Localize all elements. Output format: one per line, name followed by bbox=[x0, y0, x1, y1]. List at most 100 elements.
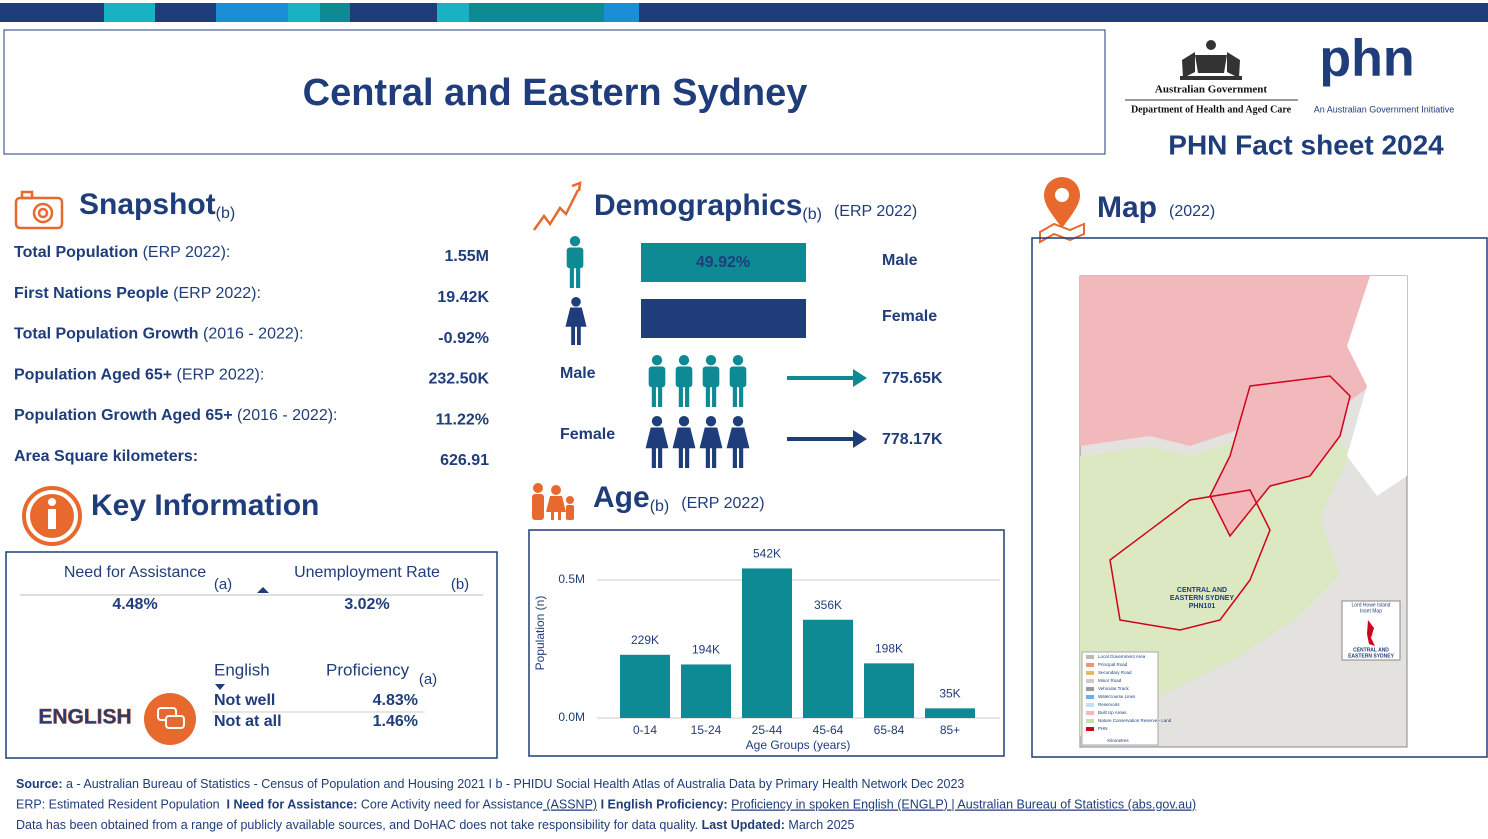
english-badge: ENGLISH bbox=[38, 706, 131, 729]
person-head bbox=[705, 416, 717, 427]
person-body bbox=[648, 366, 666, 388]
proficiency-level: Not at all bbox=[214, 713, 282, 730]
proficiency-value: 1.46% bbox=[373, 713, 418, 730]
snapshot-label: Total Population Growth (2016 - 2022): bbox=[14, 326, 304, 343]
age-chart-frame bbox=[528, 529, 1005, 757]
heading-text: Snapshot bbox=[79, 188, 216, 221]
map-heading: Map (2022) bbox=[1097, 191, 1215, 224]
snapshot-label: Population Growth Aged 65+ (2016 - 2022)… bbox=[14, 407, 337, 424]
phn-logo: phn bbox=[1319, 30, 1414, 88]
sex-label: Female bbox=[882, 308, 937, 325]
share-value: 49.92% bbox=[696, 254, 750, 271]
person-leg bbox=[678, 386, 683, 407]
inset-label: CENTRAL AND bbox=[1353, 647, 1389, 653]
value-label: 229K bbox=[631, 633, 659, 647]
map-region-label: PHN101 bbox=[1189, 603, 1216, 610]
snapshot-value: 11.22% bbox=[436, 411, 489, 428]
inset-label: EASTERN SYDNEY bbox=[1348, 653, 1395, 659]
person-head bbox=[571, 297, 581, 307]
person-icon bbox=[726, 416, 750, 468]
bar bbox=[681, 664, 731, 718]
person-body bbox=[726, 427, 750, 449]
chat-icon bbox=[144, 693, 196, 745]
snapshot-qualifier: (ERP 2022): bbox=[172, 367, 264, 384]
info-icon bbox=[22, 486, 82, 546]
snapshot-qualifier: (ERP 2022): bbox=[138, 244, 230, 261]
key-info-heading: Key Information bbox=[91, 489, 319, 522]
person-icon bbox=[672, 416, 696, 468]
snapshot-value: 1.55M bbox=[445, 248, 489, 265]
x-tick-label: 25-44 bbox=[752, 723, 783, 737]
snapshot-label-main: Population Aged 65+ bbox=[14, 367, 172, 384]
age-heading: Age(b) (ERP 2022) bbox=[593, 481, 765, 515]
snapshot-qualifier: (2016 - 2022): bbox=[199, 326, 304, 343]
value-label: 356K bbox=[814, 598, 842, 612]
unemployment-value: 3.02% bbox=[344, 596, 389, 613]
key-info-box bbox=[5, 551, 498, 759]
map-image bbox=[1079, 275, 1408, 748]
gov-department: Department of Health and Aged Care bbox=[1131, 104, 1292, 115]
sex-label: Female bbox=[560, 426, 615, 443]
snapshot-label: Total Population (ERP 2022): bbox=[14, 244, 230, 261]
map-legend-item: PHN bbox=[1098, 726, 1108, 731]
footer-segment: I English Proficiency: bbox=[597, 798, 728, 812]
footer-segment: Estimated Resident Population bbox=[45, 798, 226, 812]
person-leg bbox=[705, 447, 710, 468]
x-tick-label: 0-14 bbox=[633, 723, 657, 737]
footer-segment: ERP: bbox=[16, 798, 45, 812]
legend-swatch bbox=[1086, 711, 1094, 715]
inset-title: Lord Howe Island bbox=[1352, 602, 1391, 608]
bar bbox=[864, 663, 914, 718]
map-legend-item: Principal Road bbox=[1098, 662, 1128, 667]
camera-icon bbox=[14, 190, 64, 230]
sex-count: 778.17K bbox=[882, 431, 943, 448]
family-icon bbox=[532, 483, 574, 520]
snapshot-label-main: Total Population Growth bbox=[14, 326, 199, 343]
footer-line: ERP: Estimated Resident Population I Nee… bbox=[16, 798, 1196, 812]
bar bbox=[742, 568, 792, 718]
proficiency-value: 4.83% bbox=[373, 692, 418, 709]
map-frame bbox=[1031, 237, 1488, 758]
person-leg bbox=[658, 386, 663, 407]
person-body bbox=[699, 427, 723, 449]
person-leg bbox=[678, 447, 683, 468]
map-legend-item: Secondary Road bbox=[1098, 670, 1132, 675]
sex-label: Male bbox=[560, 365, 596, 382]
map-legend-item: Watercourse Lines bbox=[1098, 694, 1136, 699]
value-label: 198K bbox=[875, 642, 903, 656]
person-leg bbox=[739, 447, 744, 468]
top-stripe bbox=[0, 3, 1488, 22]
value-label: 542K bbox=[753, 547, 781, 561]
footer-segment: Proficiency in spoken English (ENGLP) | … bbox=[731, 798, 1196, 812]
snapshot-qualifier: (ERP 2022): bbox=[169, 285, 261, 302]
bar bbox=[803, 619, 853, 718]
person-icon bbox=[702, 355, 720, 407]
trend-icon bbox=[532, 181, 582, 231]
footer-line: Source: a - Australian Bureau of Statist… bbox=[16, 777, 964, 791]
sex-label: Male bbox=[882, 252, 918, 269]
snapshot-label-main: Area Square kilometers: bbox=[14, 448, 198, 465]
need-note: (a) bbox=[214, 576, 232, 593]
x-tick-label: 65-84 bbox=[874, 723, 905, 737]
footer-segment: (ASSNP) bbox=[543, 798, 597, 812]
person-leg bbox=[576, 267, 581, 288]
coat-of-arms bbox=[1180, 40, 1242, 80]
map-legend-item: Nature Conservation Reserve - Land bbox=[1098, 718, 1172, 723]
y-tick-label: 0.5M bbox=[558, 572, 585, 586]
heading-note: (b) bbox=[216, 205, 236, 222]
snapshot-qualifier: (2016 - 2022): bbox=[233, 407, 338, 424]
demographics-heading: Demographics(b) (ERP 2022) bbox=[594, 189, 917, 223]
person-leg bbox=[712, 447, 717, 468]
snapshot-label: First Nations People (ERP 2022): bbox=[14, 285, 261, 302]
person-leg bbox=[651, 386, 656, 407]
factsheet-title: PHN Fact sheet 2024 bbox=[1168, 129, 1444, 160]
arrow bbox=[787, 430, 867, 448]
unemployment-label: Unemployment Rate bbox=[294, 564, 440, 581]
map-legend-item: Vehicular Track bbox=[1098, 686, 1130, 691]
person-body bbox=[566, 247, 584, 269]
y-axis-label: Population (n) bbox=[533, 596, 547, 671]
person-leg bbox=[569, 267, 574, 288]
gov-name: Australian Government bbox=[1155, 84, 1267, 96]
legend-swatch bbox=[1086, 663, 1094, 667]
